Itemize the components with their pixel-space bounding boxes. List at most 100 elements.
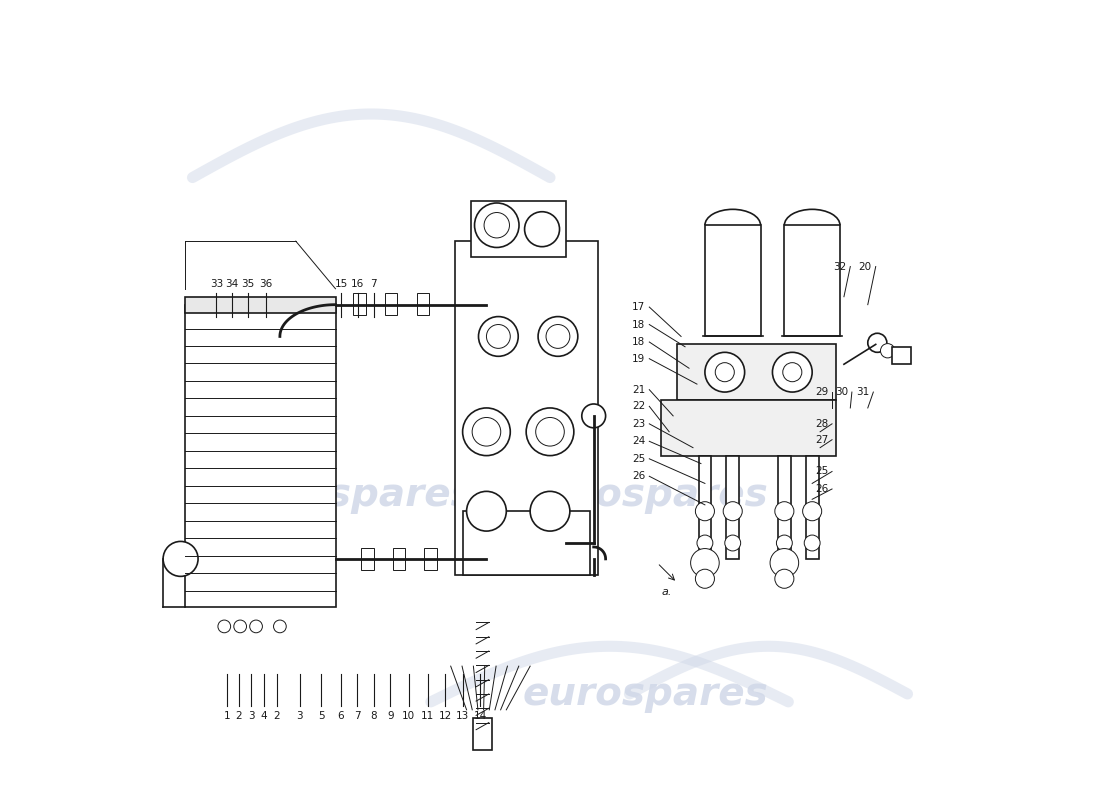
Bar: [806, 456, 818, 559]
Circle shape: [715, 362, 735, 382]
Text: 16: 16: [351, 278, 364, 289]
Text: 1: 1: [223, 711, 230, 722]
Text: 25: 25: [815, 466, 828, 477]
Text: 32: 32: [833, 262, 846, 271]
Circle shape: [697, 535, 713, 551]
Text: 13: 13: [456, 711, 470, 722]
Text: 11: 11: [421, 711, 434, 722]
Bar: [661, 400, 836, 456]
Circle shape: [804, 535, 821, 551]
Circle shape: [486, 325, 510, 348]
Text: 10: 10: [402, 711, 415, 722]
Text: 9: 9: [387, 711, 394, 722]
Text: 28: 28: [815, 419, 828, 429]
Circle shape: [777, 535, 792, 551]
Text: 35: 35: [242, 278, 255, 289]
Circle shape: [772, 352, 812, 392]
Circle shape: [484, 213, 509, 238]
Circle shape: [530, 491, 570, 531]
Text: eurospares: eurospares: [522, 476, 768, 514]
Text: 17: 17: [632, 302, 646, 312]
Text: eurospares: eurospares: [522, 675, 768, 713]
Circle shape: [250, 620, 263, 633]
Text: 19: 19: [632, 354, 646, 364]
Circle shape: [770, 549, 799, 577]
Text: 22: 22: [632, 402, 646, 411]
Text: 5: 5: [318, 711, 324, 722]
Text: 4: 4: [261, 711, 267, 722]
Circle shape: [691, 549, 719, 577]
Text: eurospares: eurospares: [229, 476, 474, 514]
Bar: [473, 718, 492, 750]
Bar: [705, 226, 760, 337]
Bar: [417, 293, 429, 315]
Circle shape: [695, 502, 715, 521]
Text: 26: 26: [815, 484, 828, 494]
Bar: [726, 456, 739, 559]
Circle shape: [725, 535, 740, 551]
Text: 3: 3: [296, 711, 304, 722]
Text: a.: a.: [661, 586, 672, 597]
Text: 20: 20: [859, 262, 872, 271]
Text: 33: 33: [210, 278, 223, 289]
Circle shape: [163, 542, 198, 576]
Text: 36: 36: [258, 278, 272, 289]
Text: 14: 14: [473, 711, 486, 722]
Bar: [698, 456, 712, 559]
Bar: [784, 226, 840, 337]
Bar: [361, 548, 374, 570]
Bar: [185, 297, 336, 313]
Text: 18: 18: [632, 319, 646, 330]
Bar: [185, 305, 336, 606]
Circle shape: [234, 620, 246, 633]
Circle shape: [868, 334, 887, 352]
Bar: [425, 548, 437, 570]
Circle shape: [463, 408, 510, 456]
Text: 27: 27: [815, 434, 828, 445]
Text: 24: 24: [632, 436, 646, 446]
Text: 12: 12: [439, 711, 452, 722]
Bar: [471, 202, 565, 257]
Circle shape: [582, 404, 606, 428]
Text: 31: 31: [856, 387, 869, 397]
Circle shape: [695, 570, 715, 588]
Text: 3: 3: [248, 711, 254, 722]
Bar: [385, 293, 397, 315]
Bar: [463, 511, 590, 574]
Circle shape: [783, 362, 802, 382]
Circle shape: [474, 203, 519, 247]
Circle shape: [880, 343, 894, 358]
Text: 15: 15: [334, 278, 348, 289]
Text: 26: 26: [632, 471, 646, 482]
Text: 30: 30: [835, 387, 848, 397]
Circle shape: [478, 317, 518, 356]
Text: 21: 21: [632, 385, 646, 394]
Circle shape: [472, 418, 500, 446]
Circle shape: [774, 502, 794, 521]
Circle shape: [803, 502, 822, 521]
Bar: [353, 293, 365, 315]
Circle shape: [546, 325, 570, 348]
Text: 23: 23: [632, 419, 646, 429]
Text: 18: 18: [632, 337, 646, 347]
Text: 25: 25: [632, 454, 646, 464]
Circle shape: [538, 317, 578, 356]
Text: 7: 7: [371, 278, 377, 289]
Bar: [778, 456, 791, 559]
Text: 2: 2: [235, 711, 242, 722]
Circle shape: [536, 418, 564, 446]
Bar: [454, 241, 597, 574]
Circle shape: [774, 570, 794, 588]
Circle shape: [218, 620, 231, 633]
Bar: [393, 548, 406, 570]
Circle shape: [705, 352, 745, 392]
Circle shape: [526, 408, 574, 456]
Bar: [892, 346, 912, 364]
Text: 6: 6: [338, 711, 344, 722]
Text: 29: 29: [815, 387, 828, 397]
Text: 34: 34: [226, 278, 239, 289]
Bar: [678, 344, 836, 400]
Text: 8: 8: [371, 711, 377, 722]
Circle shape: [274, 620, 286, 633]
Circle shape: [525, 212, 560, 246]
